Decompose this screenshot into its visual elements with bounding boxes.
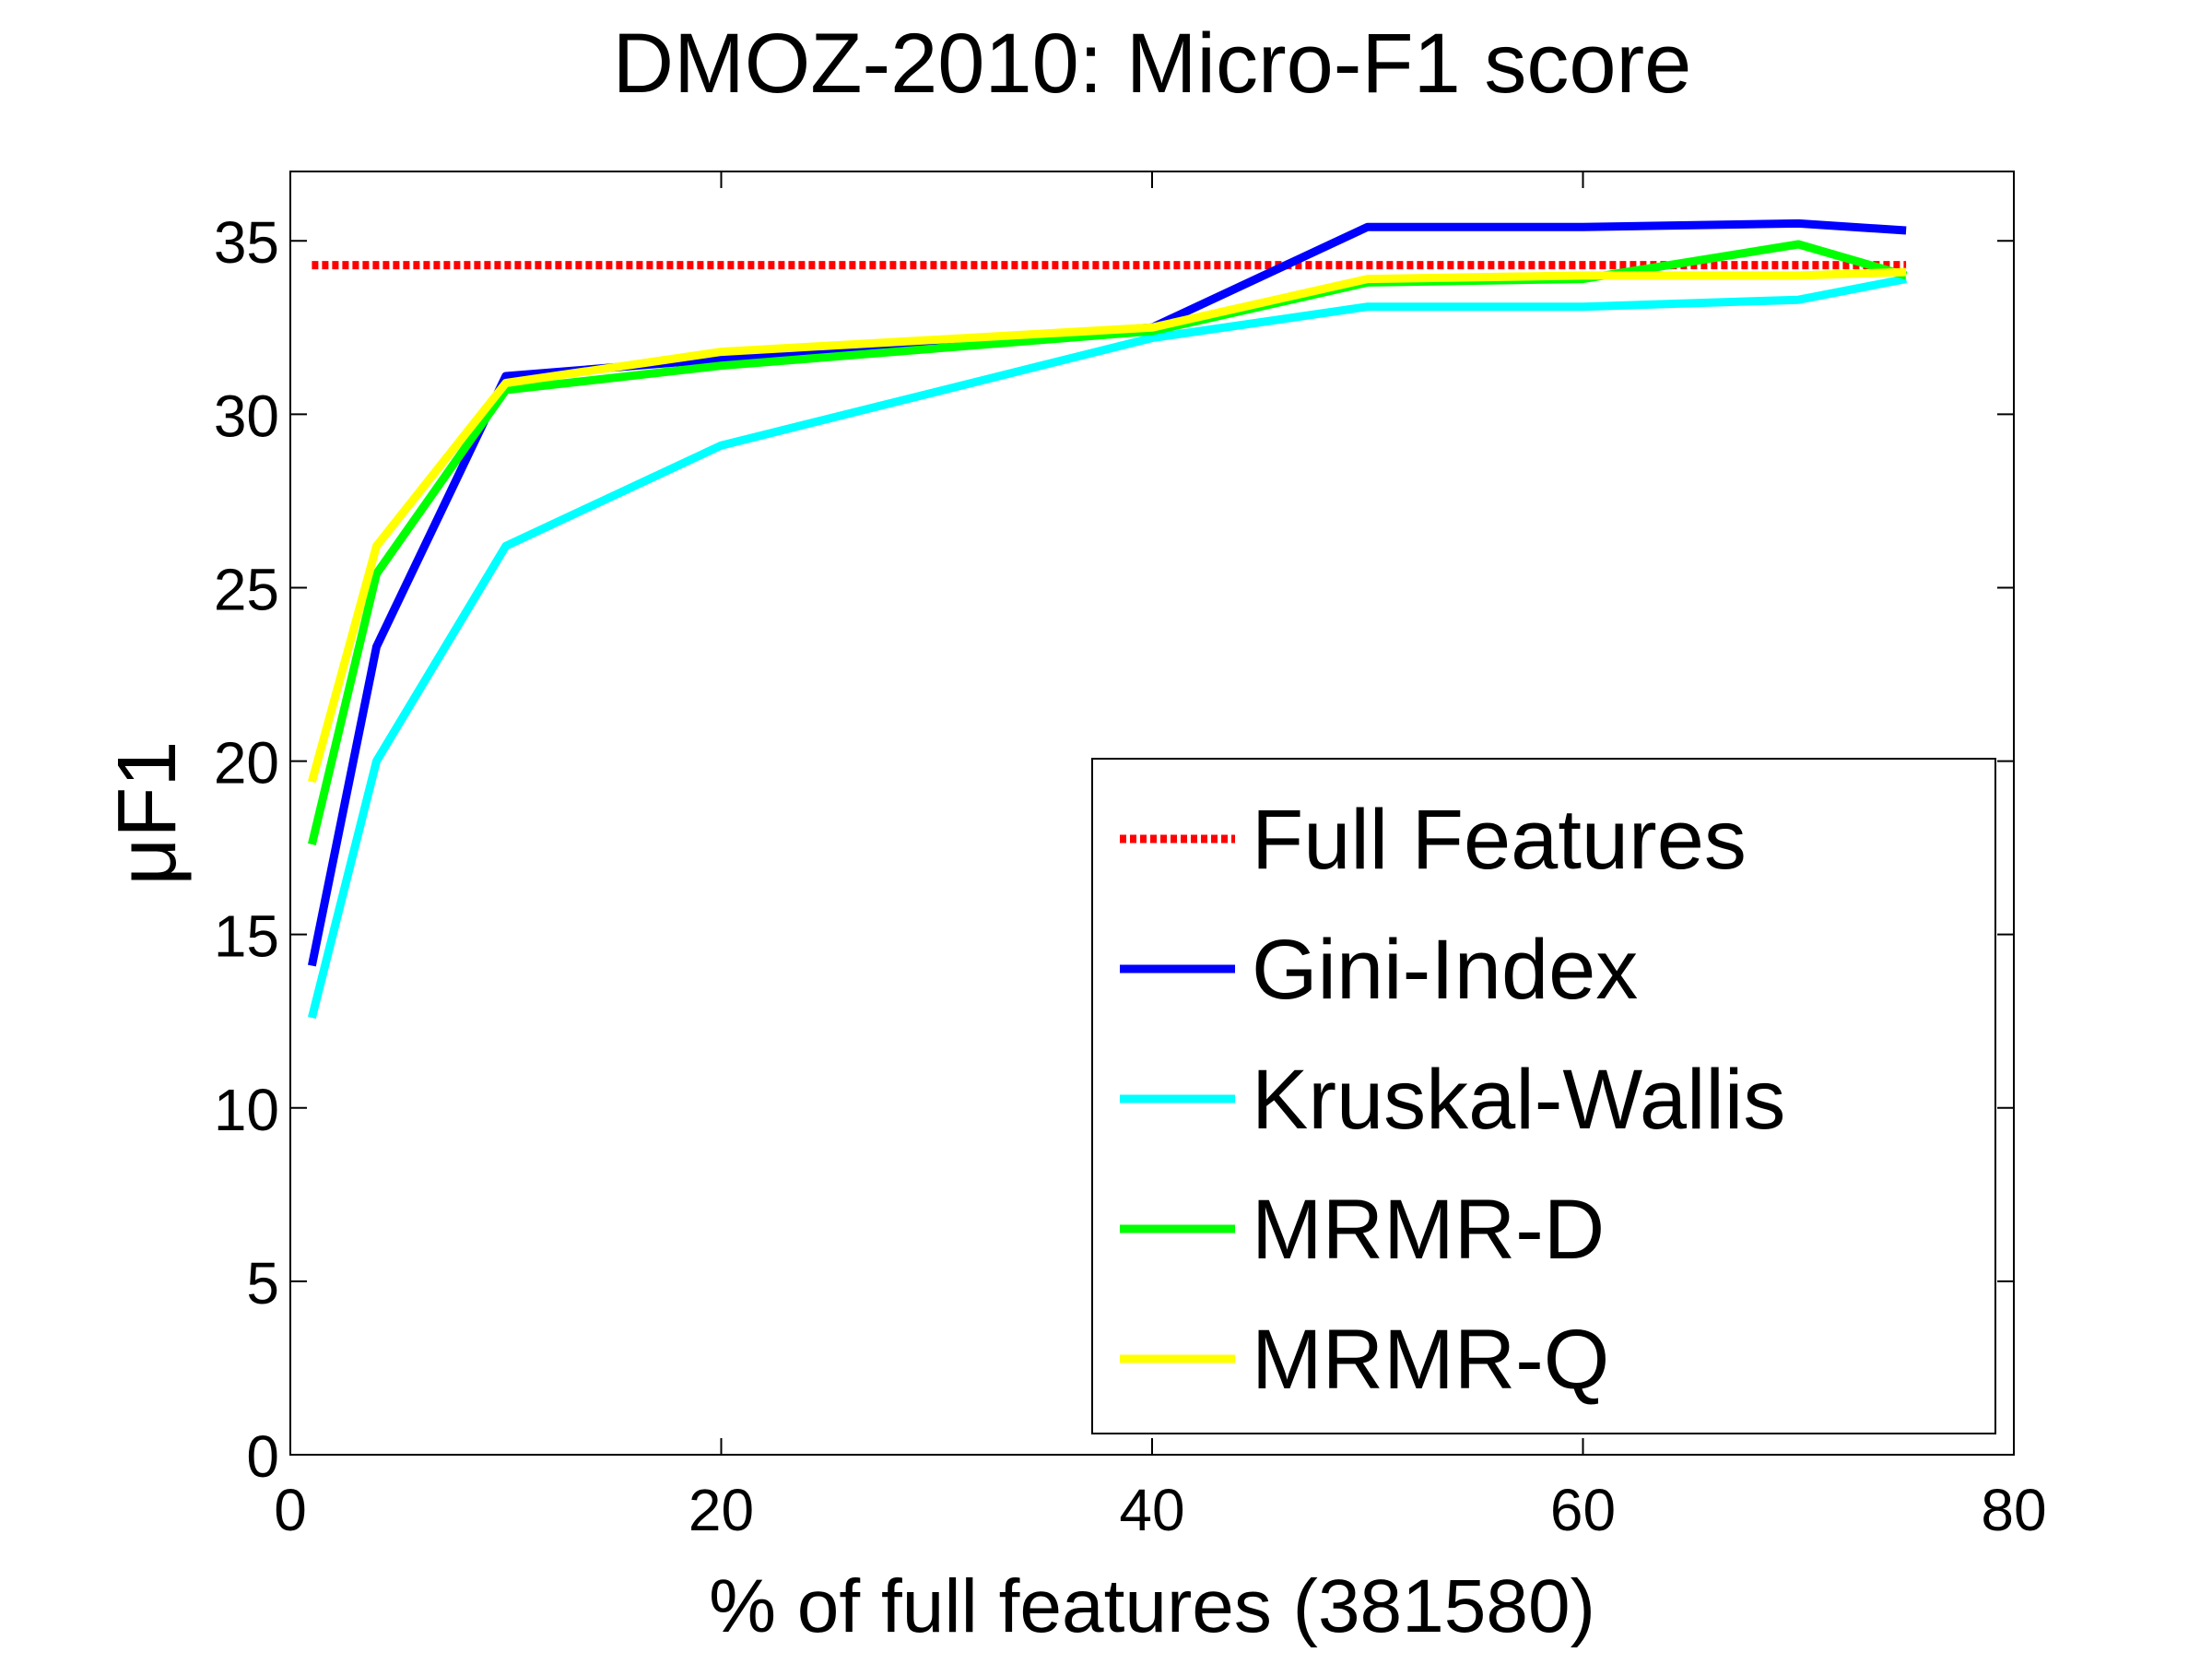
y-tick-label: 35: [214, 209, 279, 276]
y-tick-label: 20: [214, 730, 279, 797]
x-tick-label: 0: [274, 1477, 307, 1543]
y-axis: 0 5 10 15 20 25 30 35: [214, 209, 2014, 1490]
legend-label: MRMR-D: [1252, 1183, 1605, 1277]
y-tick-label: 0: [246, 1423, 279, 1490]
x-axis-label: % of full features (381580): [709, 1564, 1595, 1648]
legend-label: Gini-Index: [1252, 923, 1638, 1017]
series-line-kruskal-wallis: [308, 275, 1907, 1020]
y-tick-label: 10: [214, 1077, 279, 1143]
y-axis-label: μF1: [101, 741, 194, 886]
legend: Full Features Gini-Index Kruskal-Wallis MRM…: [1091, 758, 1996, 1434]
legend-label: Kruskal-Wallis: [1252, 1053, 1785, 1147]
series-line-mrmr-q: [308, 267, 1907, 784]
chart-title: DMOZ-2010: Micro-F1 score: [613, 17, 1692, 111]
y-tick-label: 15: [214, 903, 279, 970]
x-tick-label: 20: [688, 1477, 754, 1543]
x-tick-label: 60: [1550, 1477, 1616, 1543]
legend-label: MRMR-Q: [1252, 1313, 1609, 1407]
x-tick-label: 40: [1119, 1477, 1184, 1543]
y-tick-label: 30: [214, 383, 279, 449]
series-lines: [307, 218, 1908, 1020]
x-axis: 0 20 40 60 80: [274, 171, 2047, 1543]
x-tick-label: 80: [1981, 1477, 2046, 1543]
y-tick-label: 5: [246, 1250, 279, 1316]
legend-box: [1091, 758, 1996, 1434]
legend-label: Full Features: [1252, 793, 1747, 887]
y-tick-label: 25: [214, 556, 279, 622]
